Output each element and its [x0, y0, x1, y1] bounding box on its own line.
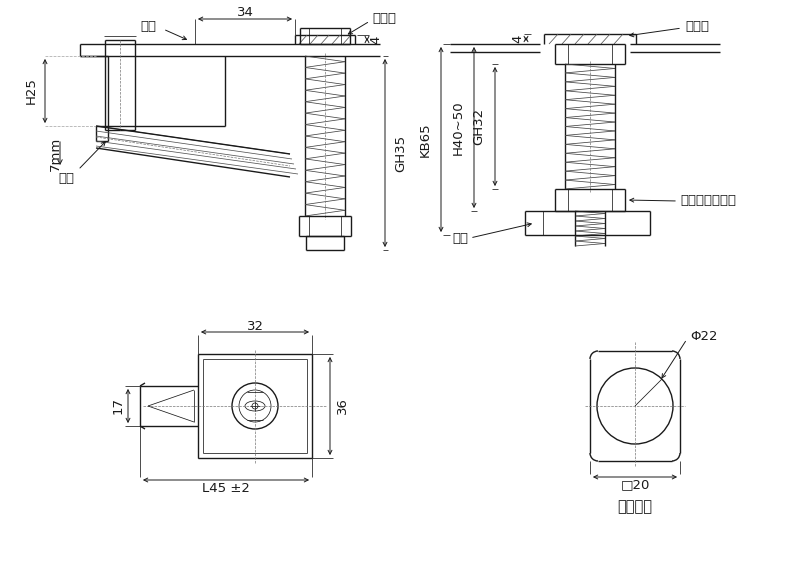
Text: GH35: GH35: [394, 134, 408, 172]
Text: H25: H25: [24, 77, 37, 104]
Text: 调节式螺纹转轴: 调节式螺纹转轴: [680, 195, 736, 207]
Text: H40~50: H40~50: [452, 100, 465, 155]
Text: 密封垫: 密封垫: [372, 13, 396, 25]
Text: KB65: KB65: [419, 122, 431, 157]
Text: 锁片: 锁片: [452, 231, 468, 245]
Text: 17: 17: [111, 398, 125, 414]
Text: 锁片: 锁片: [58, 172, 74, 185]
Text: 密封垫: 密封垫: [685, 20, 709, 33]
Text: 4: 4: [511, 35, 525, 43]
Text: 34: 34: [236, 6, 254, 20]
Text: L45 ±2: L45 ±2: [202, 482, 250, 494]
Text: 7mm: 7mm: [48, 137, 62, 171]
Text: 4: 4: [370, 36, 382, 44]
Text: Φ22: Φ22: [690, 331, 717, 343]
Text: 36: 36: [336, 398, 348, 414]
Text: □20: □20: [620, 479, 649, 491]
Text: 32: 32: [246, 320, 264, 332]
Text: 门板: 门板: [140, 20, 156, 33]
Text: GH32: GH32: [472, 108, 486, 145]
Text: 开孔尺寸: 开孔尺寸: [618, 499, 653, 514]
